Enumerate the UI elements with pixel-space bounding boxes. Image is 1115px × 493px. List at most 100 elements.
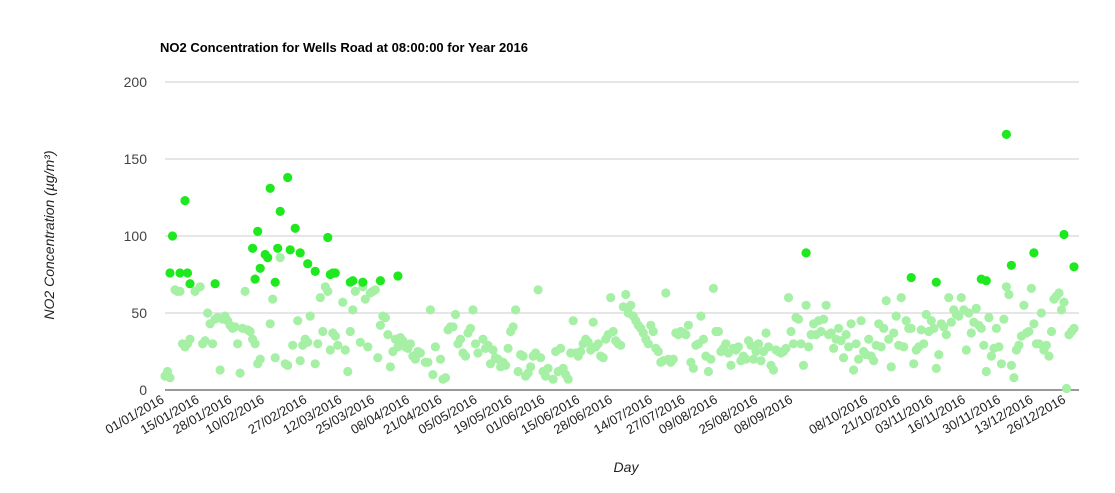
data-point[interactable]	[203, 308, 213, 318]
data-point[interactable]	[428, 370, 438, 380]
data-point[interactable]	[616, 340, 626, 350]
data-point[interactable]	[706, 354, 716, 364]
data-point[interactable]	[541, 371, 551, 381]
data-point-high[interactable]	[330, 268, 340, 278]
data-point[interactable]	[405, 339, 415, 349]
data-point[interactable]	[518, 351, 528, 361]
data-point[interactable]	[1054, 288, 1064, 298]
data-point[interactable]	[1056, 305, 1067, 315]
data-point[interactable]	[748, 354, 759, 364]
data-point[interactable]	[423, 357, 433, 367]
data-point-high[interactable]	[285, 245, 295, 255]
data-point[interactable]	[976, 323, 986, 333]
data-point[interactable]	[1004, 289, 1014, 300]
data-point[interactable]	[305, 311, 315, 321]
data-point-high[interactable]	[263, 253, 273, 263]
data-point[interactable]	[240, 286, 250, 296]
data-point[interactable]	[946, 317, 956, 327]
data-point-high[interactable]	[210, 279, 220, 289]
data-point[interactable]	[648, 326, 658, 337]
data-point[interactable]	[781, 343, 791, 353]
data-point-high[interactable]	[375, 276, 385, 286]
data-point[interactable]	[884, 334, 894, 344]
data-point[interactable]	[265, 319, 275, 329]
data-point-high[interactable]	[393, 271, 403, 281]
data-point[interactable]	[548, 374, 558, 384]
data-point-high[interactable]	[275, 206, 285, 216]
data-point[interactable]	[385, 362, 395, 372]
data-point[interactable]	[751, 346, 761, 357]
data-point[interactable]	[901, 316, 911, 326]
data-point[interactable]	[981, 366, 991, 377]
data-point[interactable]	[733, 342, 744, 352]
data-point[interactable]	[1009, 373, 1019, 383]
data-point[interactable]	[741, 354, 751, 364]
data-point[interactable]	[961, 345, 971, 355]
data-point[interactable]	[919, 339, 929, 349]
data-point[interactable]	[996, 359, 1007, 369]
data-point[interactable]	[763, 342, 774, 352]
data-point[interactable]	[819, 314, 829, 324]
data-point[interactable]	[165, 373, 175, 383]
data-point[interactable]	[350, 286, 360, 296]
data-point[interactable]	[889, 328, 899, 338]
data-point[interactable]	[668, 354, 678, 364]
data-point[interactable]	[653, 346, 663, 357]
data-point[interactable]	[513, 366, 523, 377]
data-point[interactable]	[661, 288, 671, 298]
data-point-high[interactable]	[801, 248, 811, 258]
data-point[interactable]	[440, 373, 451, 383]
data-point[interactable]	[1026, 283, 1036, 293]
data-point[interactable]	[208, 339, 218, 349]
data-point[interactable]	[185, 334, 195, 344]
data-point[interactable]	[318, 326, 328, 337]
data-point-high[interactable]	[248, 243, 258, 253]
data-point[interactable]	[288, 340, 298, 350]
data-point[interactable]	[576, 346, 586, 357]
data-point-high[interactable]	[185, 279, 195, 289]
data-point-high[interactable]	[270, 277, 280, 287]
data-point[interactable]	[593, 339, 603, 349]
data-point[interactable]	[235, 368, 245, 378]
data-point[interactable]	[726, 360, 736, 370]
data-point-high[interactable]	[1006, 260, 1017, 270]
data-point[interactable]	[375, 320, 385, 330]
data-point[interactable]	[606, 293, 616, 303]
data-point-high[interactable]	[1001, 129, 1012, 139]
data-point[interactable]	[844, 342, 854, 352]
data-point[interactable]	[488, 345, 498, 355]
data-point[interactable]	[801, 300, 811, 310]
data-point[interactable]	[926, 316, 936, 326]
data-point[interactable]	[703, 366, 714, 377]
data-point[interactable]	[568, 316, 578, 326]
data-point-high[interactable]	[348, 276, 358, 286]
data-point[interactable]	[876, 342, 886, 352]
data-point[interactable]	[839, 353, 849, 363]
data-point[interactable]	[864, 334, 874, 344]
data-point-high[interactable]	[180, 196, 190, 206]
data-point[interactable]	[753, 339, 764, 349]
data-point[interactable]	[1044, 351, 1054, 361]
data-point[interactable]	[536, 353, 546, 363]
data-point[interactable]	[944, 293, 954, 303]
data-point[interactable]	[195, 282, 205, 292]
data-point[interactable]	[1069, 323, 1079, 333]
data-point[interactable]	[383, 330, 393, 340]
data-point[interactable]	[621, 289, 631, 300]
data-point-high[interactable]	[1069, 262, 1079, 272]
data-point[interactable]	[899, 342, 909, 352]
data-point[interactable]	[526, 362, 536, 372]
data-point[interactable]	[543, 363, 553, 373]
data-point[interactable]	[310, 359, 320, 369]
data-point[interactable]	[410, 354, 420, 364]
data-point[interactable]	[468, 305, 478, 315]
data-point[interactable]	[931, 363, 941, 373]
data-point[interactable]	[373, 353, 383, 363]
data-point[interactable]	[325, 345, 335, 355]
data-point[interactable]	[856, 316, 866, 326]
data-point[interactable]	[688, 363, 699, 373]
data-point[interactable]	[588, 317, 598, 327]
data-point[interactable]	[245, 326, 255, 337]
data-point[interactable]	[608, 326, 618, 337]
data-point[interactable]	[393, 342, 403, 352]
